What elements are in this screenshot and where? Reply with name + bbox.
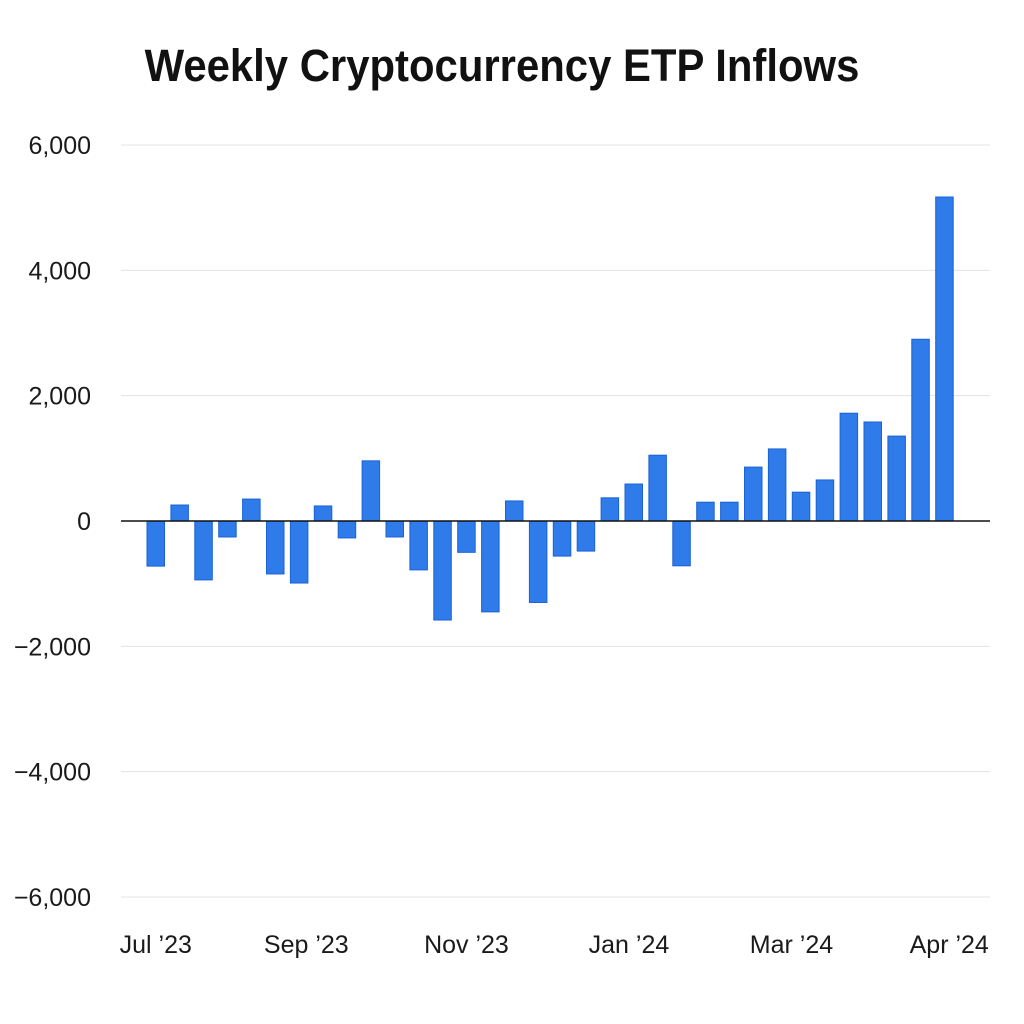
bar xyxy=(744,466,763,522)
y-tick-label: −4,000 xyxy=(14,759,91,787)
bar xyxy=(313,505,333,522)
bar xyxy=(911,338,930,522)
bar xyxy=(218,520,237,538)
bar xyxy=(863,421,882,522)
bar xyxy=(409,520,428,571)
bar xyxy=(361,460,381,522)
y-axis-ticks: 6,000 4,000 2,000 0 −2,000 −4,000 −6,000 xyxy=(14,132,91,912)
bar xyxy=(385,520,404,538)
y-tick-label: 6,000 xyxy=(28,132,91,160)
bar xyxy=(337,520,357,539)
bar xyxy=(887,435,906,522)
bar xyxy=(194,520,213,581)
gridlines xyxy=(121,144,990,898)
bar xyxy=(505,500,524,522)
bar xyxy=(552,520,572,557)
bar xyxy=(815,479,835,522)
bar xyxy=(935,196,954,522)
bar xyxy=(433,520,452,621)
bar xyxy=(696,501,715,522)
x-axis-ticks: Jul ’23 Sep ’23 Nov ’23 Jan ’24 Mar ’24 Apr ’… xyxy=(120,931,989,959)
bar xyxy=(146,520,165,567)
x-tick-label: Mar ’24 xyxy=(750,931,833,959)
bar xyxy=(791,491,811,522)
bar xyxy=(767,448,787,522)
y-tick-label: −6,000 xyxy=(14,884,91,912)
bar xyxy=(600,497,620,522)
bar xyxy=(528,520,548,603)
bar xyxy=(672,520,691,567)
y-tick-label: 0 xyxy=(77,508,91,536)
y-tick-label: −2,000 xyxy=(14,633,91,661)
bars xyxy=(146,196,954,621)
bar xyxy=(170,504,189,522)
chart-title: Weekly Cryptocurrency ETP Inflows xyxy=(144,40,860,91)
bar xyxy=(457,520,476,553)
y-tick-label: 4,000 xyxy=(28,257,91,285)
bar xyxy=(720,501,739,522)
bar xyxy=(624,483,643,522)
x-tick-label: Jan ’24 xyxy=(589,931,670,959)
bar xyxy=(648,454,667,522)
y-tick-label: 2,000 xyxy=(28,383,91,411)
bar xyxy=(576,520,596,552)
x-tick-label: Jul ’23 xyxy=(120,931,192,959)
x-tick-label: Nov ’23 xyxy=(424,931,509,959)
bar xyxy=(242,498,261,522)
bar xyxy=(266,520,285,575)
bar xyxy=(839,412,859,522)
x-tick-label: Sep ’23 xyxy=(264,931,349,959)
bar xyxy=(481,520,500,613)
x-tick-label: Apr ’24 xyxy=(910,931,989,959)
bar xyxy=(289,520,309,584)
